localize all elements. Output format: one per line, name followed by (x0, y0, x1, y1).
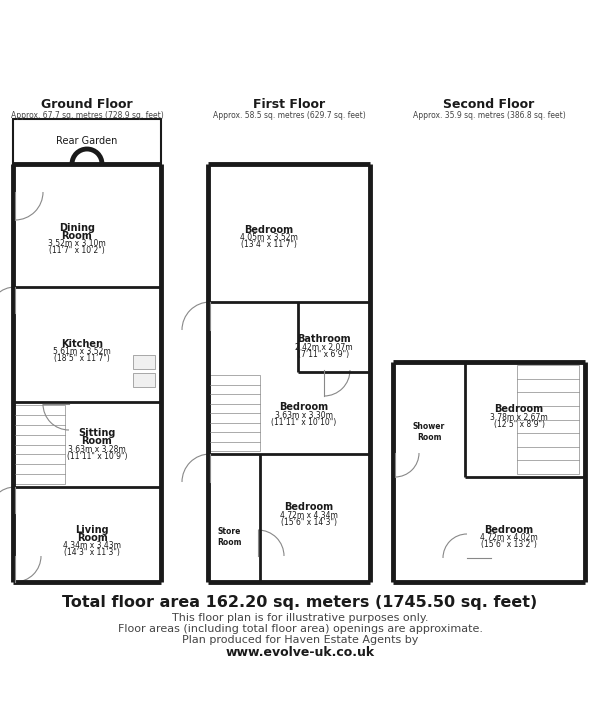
Text: (7’11" x 6’9"): (7’11" x 6’9") (298, 350, 350, 359)
Text: First Floor: First Floor (253, 98, 325, 110)
Text: Bedroom: Bedroom (280, 402, 329, 412)
Text: Room: Room (62, 231, 92, 241)
Bar (133, 373, 155, 387)
Bar (13, 119, 161, 164)
Text: Approx. 67.7 sq. metres (728.9 sq. feet): Approx. 67.7 sq. metres (728.9 sq. feet) (11, 110, 163, 119)
Text: (11’11" x 10’10"): (11’11" x 10’10") (271, 418, 337, 427)
Text: (15’6" x 13’2"): (15’6" x 13’2") (481, 541, 537, 550)
Text: Bedroom: Bedroom (484, 525, 533, 535)
Text: Store
Room: Store Room (217, 527, 241, 547)
Text: 3.78m x 2.67m: 3.78m x 2.67m (490, 413, 548, 421)
Text: 4.72m x 4.34m: 4.72m x 4.34m (280, 510, 338, 519)
Bar (517, 365, 579, 474)
Text: Rear Garden: Rear Garden (56, 136, 118, 147)
Text: Room: Room (77, 533, 107, 543)
Text: 4.05m x 3.52m: 4.05m x 3.52m (240, 234, 298, 242)
Text: Floor areas (including total floor area) openings are approximate.: Floor areas (including total floor area)… (118, 624, 482, 634)
Bar (133, 355, 155, 369)
Text: Bathroom: Bathroom (297, 334, 351, 344)
Text: Sitting: Sitting (79, 428, 116, 438)
Text: This floor plan is for illustrative purposes only.: This floor plan is for illustrative purp… (172, 613, 428, 623)
Text: Kitchen: Kitchen (61, 339, 103, 349)
Text: Ground Floor: Ground Floor (41, 98, 133, 110)
Text: (11’11" x 10’9"): (11’11" x 10’9") (67, 451, 127, 461)
Text: 4.72m x 4.02m: 4.72m x 4.02m (480, 534, 538, 543)
Text: Bedroom: Bedroom (244, 225, 293, 235)
Text: Plan produced for Haven Estate Agents by: Plan produced for Haven Estate Agents by (182, 635, 418, 645)
Text: (11’7" x 10’2"): (11’7" x 10’2") (49, 246, 105, 256)
Text: Living: Living (75, 525, 109, 535)
Text: Approx. 35.9 sq. metres (386.8 sq. feet): Approx. 35.9 sq. metres (386.8 sq. feet) (413, 110, 565, 119)
Text: Bedroom: Bedroom (284, 502, 334, 512)
Text: Shower
Room: Shower Room (413, 423, 445, 442)
Text: Second Floor: Second Floor (443, 98, 535, 110)
Text: 5.61m x 3.52m: 5.61m x 3.52m (53, 347, 111, 357)
Text: 3.52m x 3.10m: 3.52m x 3.10m (48, 239, 106, 249)
Text: www.evolve-uk.co.uk: www.evolve-uk.co.uk (226, 646, 374, 658)
Bar (15, 405, 65, 484)
Text: (15’6" x 14’3"): (15’6" x 14’3") (281, 517, 337, 526)
Text: (14’3" x 11’3"): (14’3" x 11’3") (64, 548, 120, 557)
Text: Dining: Dining (59, 223, 95, 233)
Bar (210, 375, 260, 451)
Text: Bedroom: Bedroom (494, 404, 544, 414)
Text: Approx. 58.5 sq. metres (629.7 sq. feet): Approx. 58.5 sq. metres (629.7 sq. feet) (212, 110, 365, 119)
Text: 3.63m x 3.30m: 3.63m x 3.30m (275, 411, 333, 420)
Text: (13’4" x 11’7"): (13’4" x 11’7") (241, 241, 297, 249)
Text: (18’5" x 11’7"): (18’5" x 11’7") (54, 355, 110, 364)
Text: Total floor area 162.20 sq. meters (1745.50 sq. feet): Total floor area 162.20 sq. meters (1745… (62, 595, 538, 609)
Text: 4.34m x 3.43m: 4.34m x 3.43m (63, 541, 121, 550)
Text: (12’5" x 8’9"): (12’5" x 8’9") (493, 420, 545, 428)
Text: 3.63m x 3.28m: 3.63m x 3.28m (68, 444, 126, 453)
Text: Room: Room (82, 436, 112, 446)
Text: 2.42m x 2.07m: 2.42m x 2.07m (295, 343, 353, 352)
